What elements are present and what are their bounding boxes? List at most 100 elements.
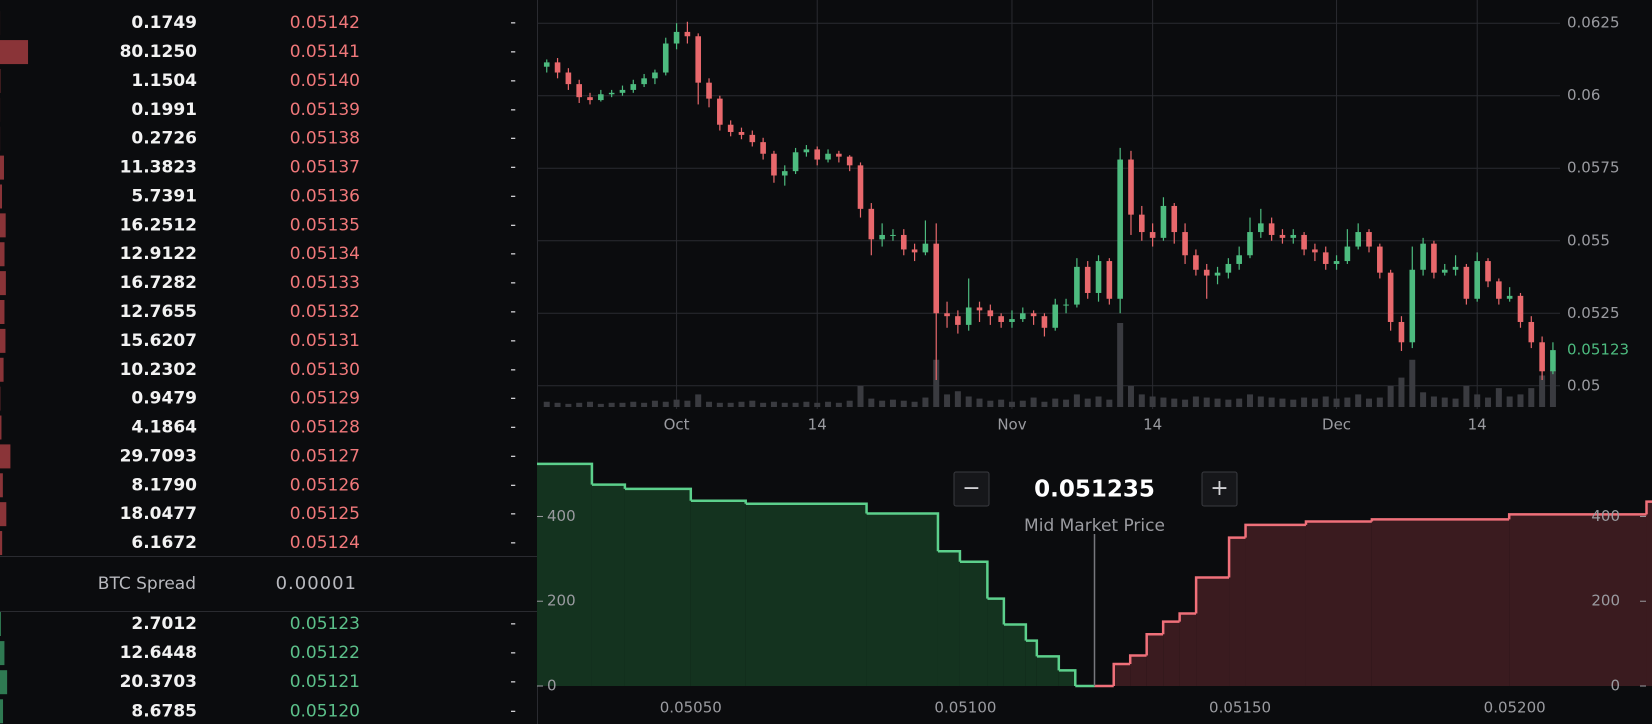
asks-depth-area	[1179, 613, 1197, 686]
order-size: 12.6448	[120, 643, 197, 663]
candle-body	[1387, 272, 1394, 322]
volume-bar	[673, 399, 680, 407]
candle-body	[727, 124, 734, 132]
size-bar	[0, 444, 11, 469]
candle-body	[1301, 234, 1307, 250]
candle-body	[1485, 261, 1491, 282]
asks-depth-line	[1112, 662, 1131, 686]
volume-bar	[944, 394, 951, 407]
order-size: 8.1790	[131, 475, 197, 495]
volume-bar	[965, 396, 972, 407]
candle-body	[1139, 214, 1145, 233]
asks-depth-area	[1196, 577, 1230, 686]
asks-depth-line	[1244, 523, 1306, 538]
volume-bar	[998, 399, 1005, 407]
order-size: 29.7093	[120, 446, 197, 466]
size-bar	[0, 357, 4, 382]
y-tick-label: 0.05	[1567, 376, 1600, 394]
candle-body	[1463, 266, 1470, 299]
volume-bar	[1138, 394, 1145, 407]
volume-bar	[684, 400, 691, 407]
candle-body	[749, 134, 756, 143]
volume-bar	[619, 402, 626, 407]
zoom-out-label: −	[962, 476, 980, 501]
size-bar	[0, 271, 6, 296]
volume-bar	[749, 400, 756, 407]
order-price: 0.05123	[290, 614, 360, 634]
volume-bar	[1539, 375, 1546, 407]
order-size: 4.1864	[131, 418, 197, 438]
bids-depth-area	[987, 598, 1004, 686]
size-bar	[0, 612, 1, 636]
order-size: 12.9122	[120, 244, 197, 264]
candle-body	[846, 156, 853, 166]
candle-body	[1333, 261, 1340, 264]
volume-bar	[976, 398, 983, 407]
candle-body	[1441, 269, 1448, 273]
volume-bar	[738, 401, 745, 407]
x-tick-label: Oct	[664, 416, 690, 434]
bids-depth-line	[624, 487, 693, 501]
order-total: -	[510, 273, 516, 292]
order-total: -	[510, 330, 516, 349]
volume-bar	[1344, 397, 1351, 407]
volume-bar	[706, 401, 713, 407]
volume-bar	[695, 394, 702, 407]
asks-depth-line	[1507, 513, 1647, 520]
candle-body	[836, 153, 842, 157]
candle-body	[781, 171, 788, 176]
order-total: -	[510, 359, 516, 378]
size-bar	[0, 155, 4, 180]
x-tick-label: 14	[1468, 416, 1487, 434]
candle-body	[1496, 281, 1502, 299]
volume-bar	[1474, 394, 1481, 407]
candle-body	[1258, 223, 1264, 233]
volume-bar	[1052, 398, 1059, 407]
volume-bar	[835, 402, 842, 407]
candle-body	[1517, 295, 1524, 322]
volume-bar	[1041, 401, 1048, 407]
order-size: 16.7282	[120, 273, 197, 293]
candle-body	[662, 43, 669, 73]
volume-bar	[1420, 392, 1427, 407]
size-bar	[0, 502, 7, 527]
candle-body	[857, 165, 864, 209]
bids-depth-area	[745, 503, 867, 686]
candle-body	[1409, 269, 1416, 343]
bids-depth-area	[959, 561, 988, 686]
asks-depth-line	[1178, 612, 1197, 622]
order-size: 0.1991	[131, 100, 197, 120]
candle-body	[1128, 159, 1134, 215]
candle-body	[1279, 234, 1286, 238]
volume-bar	[1257, 396, 1264, 407]
volume-bar	[954, 391, 961, 407]
bids-depth-line	[937, 549, 962, 562]
x-tick-label: 0.05200	[1484, 699, 1546, 717]
candle-body	[792, 152, 799, 172]
candle-body	[1019, 313, 1026, 320]
candle-body	[1366, 232, 1372, 247]
volume-bar	[1528, 388, 1535, 407]
order-size: 1.1504	[131, 71, 197, 91]
candle-body	[976, 307, 983, 311]
asks-depth-area	[1646, 501, 1652, 686]
volume-bar	[1506, 396, 1513, 407]
candle-body	[760, 142, 766, 154]
zoom-in-button[interactable]	[1201, 471, 1238, 507]
volume-bar	[1117, 323, 1124, 407]
volume-bar	[727, 402, 734, 407]
candle-body	[576, 84, 582, 98]
candle-body	[695, 36, 702, 83]
order-price: 0.05131	[290, 331, 360, 351]
order-size: 8.6785	[131, 701, 197, 721]
asks-depth-line	[1161, 620, 1180, 635]
bids-depth-line	[866, 512, 940, 552]
order-total: -	[510, 643, 516, 662]
bids-depth-area	[1036, 656, 1059, 686]
asks-depth-line	[1304, 520, 1372, 525]
zoom-out-button[interactable]	[953, 471, 990, 507]
candle-body	[641, 78, 647, 85]
candle-body	[1041, 316, 1048, 328]
volume-bar	[846, 400, 853, 407]
order-total: -	[510, 446, 516, 465]
